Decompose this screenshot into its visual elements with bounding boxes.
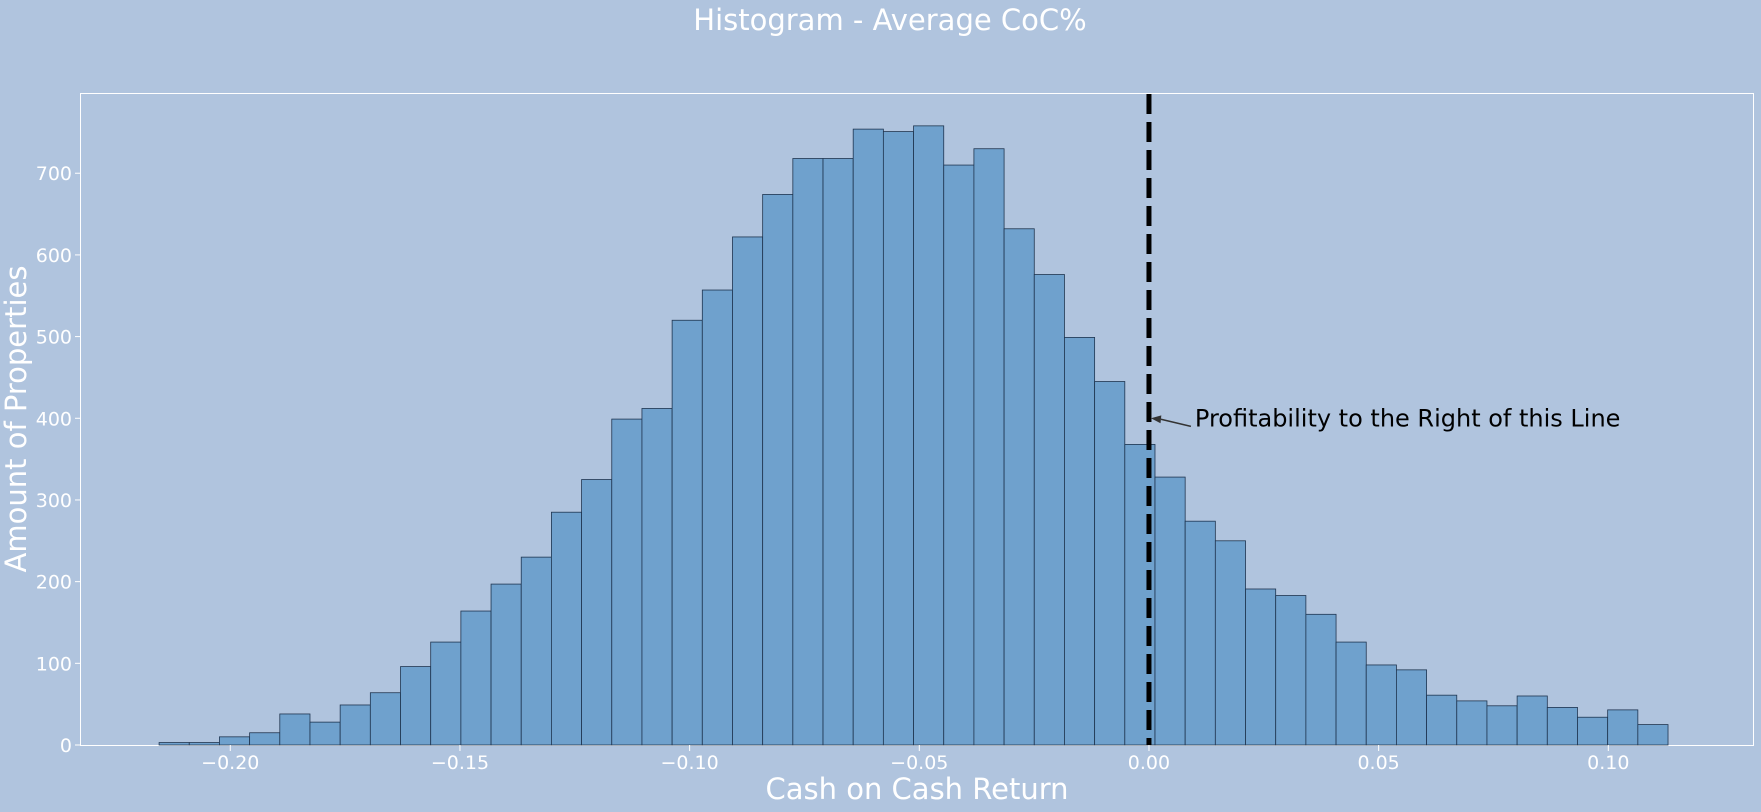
y-tick-label: 0 xyxy=(60,735,72,757)
histogram-bar xyxy=(581,479,613,746)
histogram-bar xyxy=(1245,588,1277,746)
histogram-bar xyxy=(460,610,492,746)
x-axis-ticks: −0.20 −0.15 −0.10 −0.05 0.00 0.05 0.10 xyxy=(201,745,1629,774)
histogram-bar xyxy=(219,736,251,746)
histogram-bar xyxy=(1486,705,1518,746)
histogram-bar xyxy=(369,692,401,746)
histogram-bar xyxy=(1064,337,1096,746)
histogram-bar xyxy=(882,131,914,746)
histogram-bar xyxy=(943,164,975,746)
histogram-bar xyxy=(1396,669,1427,746)
y-tick-label: 300 xyxy=(36,490,72,512)
histogram-bar xyxy=(973,148,1005,746)
x-tick-label: 0.00 xyxy=(1128,752,1170,774)
histogram-bars xyxy=(158,125,1669,746)
histogram-bar xyxy=(1275,595,1307,746)
histogram-bar xyxy=(1426,694,1458,746)
histogram-bar xyxy=(1094,381,1126,746)
histogram-bar xyxy=(822,158,854,746)
y-tick-label: 100 xyxy=(36,653,72,675)
y-axis-label: Amount of Properties xyxy=(0,266,33,573)
histogram-bar xyxy=(430,641,462,746)
annotation-text: Profitability to the Right of this Line xyxy=(1195,404,1621,432)
histogram-bar xyxy=(701,289,733,746)
histogram-bar xyxy=(339,704,371,746)
histogram-bar xyxy=(671,319,703,746)
x-tick-label: 0.05 xyxy=(1357,752,1399,774)
histogram-bar xyxy=(1184,520,1216,746)
histogram-bar xyxy=(852,128,884,746)
histogram-bar xyxy=(611,418,643,746)
histogram-bar xyxy=(641,408,673,746)
y-axis-ticks: 0 100 200 300 400 500 600 700 xyxy=(36,163,81,757)
x-tick-label: −0.15 xyxy=(431,752,489,774)
histogram-bar xyxy=(732,236,764,746)
chart-title: Histogram - Average CoC% xyxy=(693,3,1086,37)
histogram-bar xyxy=(490,583,522,746)
histogram-bar xyxy=(792,158,824,746)
histogram-bar xyxy=(1456,700,1488,746)
histogram-bar xyxy=(1577,716,1609,746)
annotation-arrow xyxy=(1160,418,1192,428)
histogram-bar xyxy=(1546,707,1578,746)
plot-frame xyxy=(80,93,1754,746)
histogram-bar xyxy=(1003,228,1035,746)
y-tick-label: 400 xyxy=(36,408,72,430)
y-tick-label: 600 xyxy=(36,245,72,267)
x-axis-label: Cash on Cash Return xyxy=(765,772,1068,806)
histogram-bar xyxy=(1214,540,1246,746)
histogram-bar xyxy=(520,556,552,746)
x-tick-label: −0.10 xyxy=(661,752,719,774)
x-tick-label: 0.10 xyxy=(1587,752,1629,774)
histogram-bar xyxy=(400,666,432,746)
annotation-arrowhead xyxy=(1150,415,1162,424)
histogram-bar xyxy=(158,742,190,746)
histogram-bar xyxy=(188,742,220,746)
histogram-bar xyxy=(1365,664,1397,746)
histogram-bar xyxy=(309,721,341,746)
y-tick-label: 700 xyxy=(36,163,72,185)
histogram-bar xyxy=(913,125,945,746)
histogram-bar xyxy=(1335,641,1367,746)
histogram-bar xyxy=(762,194,794,746)
histogram-bar xyxy=(279,713,311,746)
histogram-bar xyxy=(1154,476,1186,746)
histogram-bar xyxy=(551,511,582,746)
histogram-bar xyxy=(1033,274,1065,746)
histogram-bar xyxy=(249,732,281,746)
histogram-bar xyxy=(1305,613,1337,746)
histogram-bar xyxy=(1607,709,1639,746)
x-tick-label: −0.05 xyxy=(890,752,948,774)
y-tick-label: 200 xyxy=(36,572,72,594)
x-tick-label: −0.20 xyxy=(201,752,259,774)
histogram-bar xyxy=(1516,695,1548,746)
y-tick-label: 500 xyxy=(36,327,72,349)
histogram-bar xyxy=(1637,724,1669,746)
